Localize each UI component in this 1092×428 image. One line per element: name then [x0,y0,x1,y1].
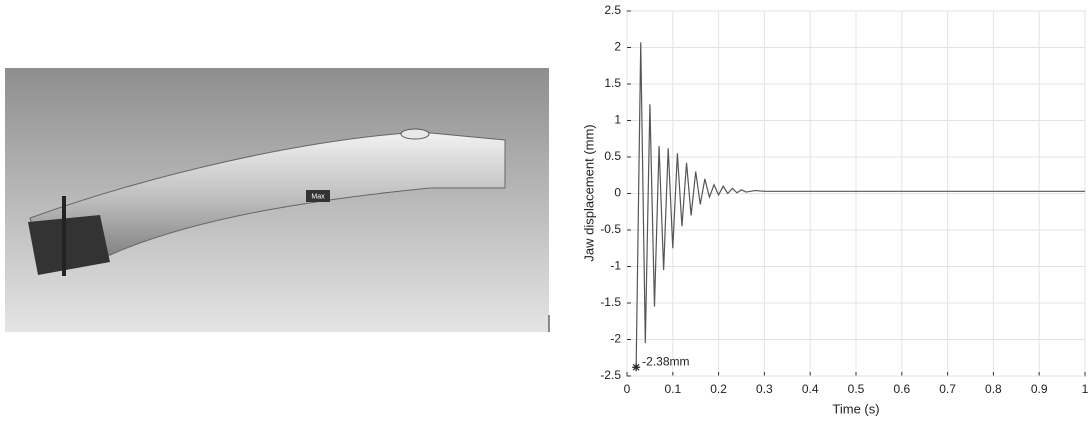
max-label: Max [311,193,325,200]
x-tick-label: 0.7 [939,382,956,396]
pin [62,196,66,276]
annotation-label: -2.38mm [642,354,689,368]
x-tick-label: 0.1 [664,382,681,396]
x-tick-label: 0.6 [893,382,910,396]
x-tick-label: 0.3 [756,382,773,396]
x-tick-label: 0.2 [710,382,727,396]
y-tick-label: 0 [614,186,621,200]
y-tick-label: -2.5 [600,368,621,382]
page: {"render": {"label": "Max"}, "chart_data… [0,0,1092,423]
y-tick-label: 0.5 [604,149,621,163]
x-tick-label: 0.9 [1031,382,1048,396]
figure: Max Time (s) Jaw displacement (mm) 0 0.1 0… [0,0,1092,423]
hole [401,129,429,139]
data-line [636,42,1085,367]
render-image: Max [5,68,549,332]
y-tick-label: -0.5 [600,222,621,236]
y-tick-label: 2.5 [604,3,621,17]
annotation-marker [632,363,640,371]
y-tick-label: -2 [610,332,621,346]
y-tick-label: -1 [610,259,621,273]
x-axis-label: Time (s) [832,401,879,416]
x-tick-label: 1 [1082,382,1089,396]
x-tick-label: 0.4 [802,382,819,396]
x-tick-label: 0.5 [848,382,865,396]
y-axis-label: Jaw displacement (mm) [581,124,596,261]
y-tick-label: 1.5 [604,76,621,90]
x-tick-label: 0.8 [985,382,1002,396]
x-tick-label: 0 [624,382,631,396]
y-tick-label: -1.5 [600,295,621,309]
y-tick-label: 1 [614,113,621,127]
y-tick-label: 2 [614,40,621,54]
